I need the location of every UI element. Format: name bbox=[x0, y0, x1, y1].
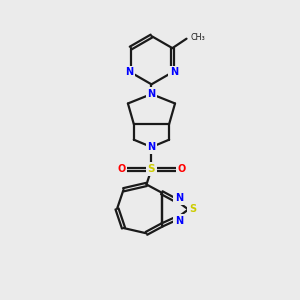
Text: N: N bbox=[125, 67, 133, 77]
Text: N: N bbox=[175, 216, 183, 226]
Text: N: N bbox=[147, 142, 155, 152]
Text: O: O bbox=[177, 164, 186, 174]
Text: CH₃: CH₃ bbox=[190, 33, 205, 42]
Text: N: N bbox=[170, 67, 178, 77]
Text: N: N bbox=[175, 193, 183, 203]
Text: N: N bbox=[147, 89, 155, 99]
Text: S: S bbox=[189, 205, 196, 214]
Text: O: O bbox=[117, 164, 126, 174]
Text: S: S bbox=[148, 164, 155, 174]
